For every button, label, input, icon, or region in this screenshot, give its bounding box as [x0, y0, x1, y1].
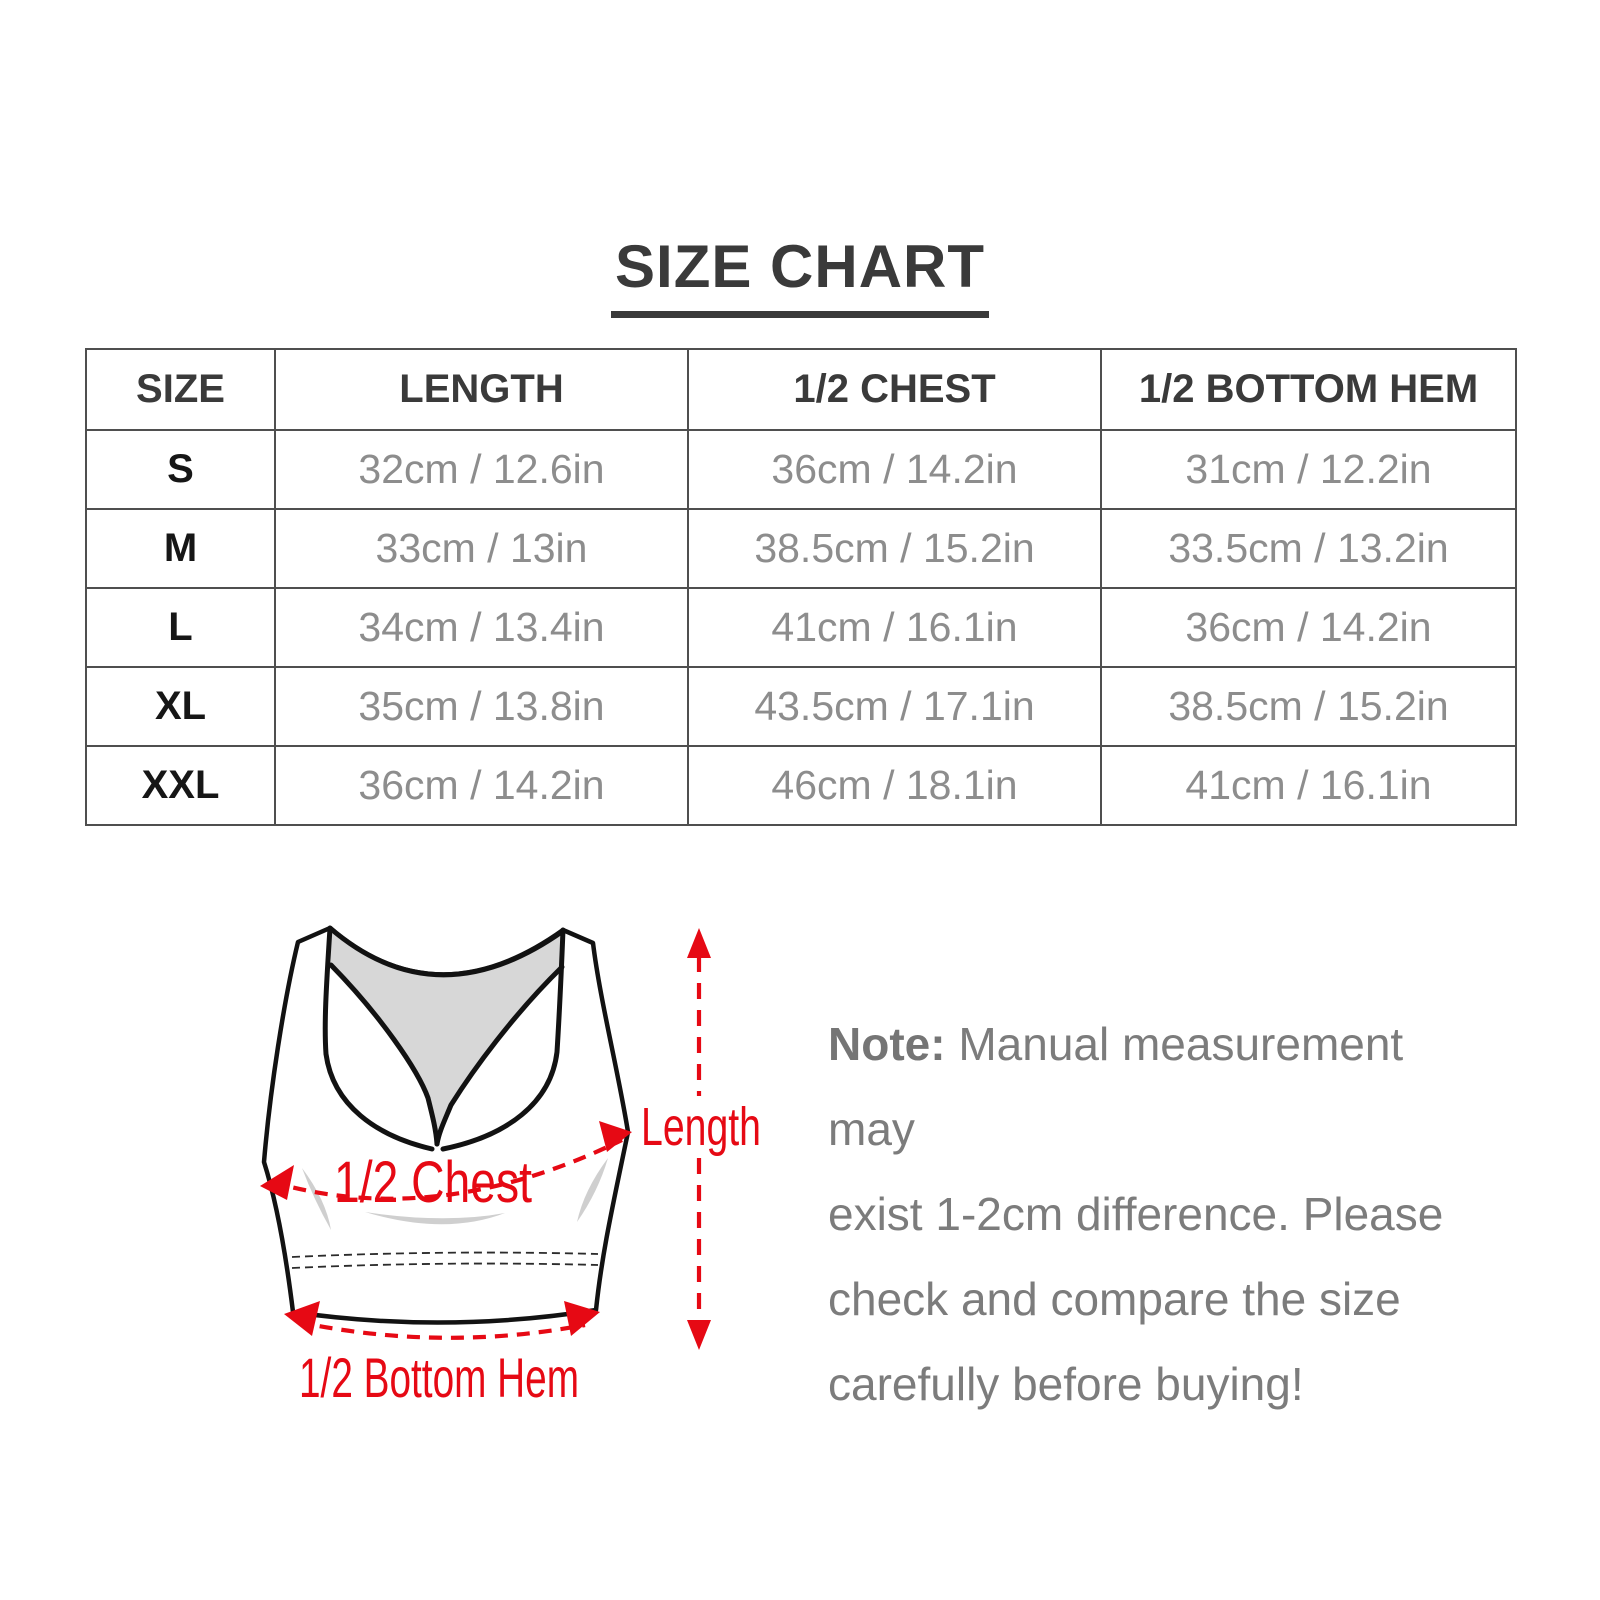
shading-left	[302, 1168, 331, 1230]
note-line: Note: Manual measurement may	[828, 1002, 1468, 1172]
column-header-chest: 1/2 CHEST	[687, 348, 1102, 431]
title-wrap: SIZE CHART	[0, 232, 1600, 318]
shading-center	[365, 1212, 505, 1225]
hem-measure-line	[297, 1319, 586, 1340]
chest-arrow-left-icon	[260, 1165, 294, 1200]
stitch-line-bottom	[291, 1262, 599, 1269]
cell-length: 32cm / 12.6in	[274, 429, 689, 510]
cell-chest: 46cm / 18.1in	[687, 745, 1102, 826]
stitch-line-top	[291, 1251, 599, 1258]
cell-size: S	[85, 429, 276, 510]
cell-hem: 31cm / 12.2in	[1100, 429, 1517, 510]
chest-arrow-right-icon	[599, 1121, 632, 1152]
cell-length: 35cm / 13.8in	[274, 666, 689, 747]
note-line: check and compare the size	[828, 1273, 1401, 1325]
cell-size: L	[85, 587, 276, 668]
cell-chest: 38.5cm / 15.2in	[687, 508, 1102, 589]
cell-hem: 36cm / 14.2in	[1100, 587, 1517, 668]
cell-size: XL	[85, 666, 276, 747]
chest-label: 1/2 Chest	[334, 1150, 532, 1215]
cell-hem: 38.5cm / 15.2in	[1100, 666, 1517, 747]
bottom-hem-label: 1/2 Bottom Hem	[299, 1346, 579, 1409]
cell-chest: 43.5cm / 17.1in	[687, 666, 1102, 747]
sports-bra-measure-diagram: 1/2 Chest Length 1/2 Bottom Hem	[260, 925, 761, 1409]
note-label: Note:	[828, 1018, 946, 1070]
right-armhole-curve	[440, 927, 566, 1152]
racerback-right-edge	[434, 964, 565, 1147]
chest-measure-line	[271, 1138, 623, 1201]
bra-back-panel	[330, 928, 563, 1142]
column-header-hem: 1/2 BOTTOM HEM	[1100, 348, 1517, 431]
neckline-curve	[328, 926, 565, 978]
note-text: Manual measurement may	[828, 1018, 1404, 1155]
shading-right	[577, 1158, 608, 1222]
size-table: SIZE LENGTH 1/2 CHEST 1/2 BOTTOM HEM S 3…	[85, 348, 1517, 826]
cell-length: 33cm / 13in	[274, 508, 689, 589]
racerback-left-edge	[328, 962, 440, 1147]
table-row: M 33cm / 13in 38.5cm / 15.2in 33.5cm / 1…	[85, 508, 1517, 589]
cell-chest: 36cm / 14.2in	[687, 429, 1102, 510]
length-label: Length	[641, 1097, 761, 1157]
table-header-row: SIZE LENGTH 1/2 CHEST 1/2 BOTTOM HEM	[85, 348, 1517, 431]
cell-size: M	[85, 508, 276, 589]
column-header-length: LENGTH	[274, 348, 689, 431]
cell-hem: 41cm / 16.1in	[1100, 745, 1517, 826]
table-row: L 34cm / 13.4in 41cm / 16.1in 36cm / 14.…	[85, 587, 1517, 668]
note-line: exist 1-2cm difference. Please	[828, 1188, 1444, 1240]
size-table-wrap: SIZE LENGTH 1/2 CHEST 1/2 BOTTOM HEM S 3…	[85, 348, 1517, 826]
length-arrow-down-icon	[687, 1320, 711, 1350]
column-header-size: SIZE	[85, 348, 276, 431]
left-armhole-curve	[322, 925, 435, 1152]
note-block: Note: Manual measurement may exist 1-2cm…	[828, 1002, 1468, 1427]
cell-length: 34cm / 13.4in	[274, 587, 689, 668]
table-row: S 32cm / 12.6in 36cm / 14.2in 31cm / 12.…	[85, 429, 1517, 510]
page-title: SIZE CHART	[611, 232, 989, 318]
cell-length: 36cm / 14.2in	[274, 745, 689, 826]
cell-chest: 41cm / 16.1in	[687, 587, 1102, 668]
note-line: carefully before buying!	[828, 1358, 1304, 1410]
table-row: XL 35cm / 13.8in 43.5cm / 17.1in 38.5cm …	[85, 666, 1517, 747]
hem-arrow-right-icon	[564, 1301, 600, 1336]
cell-size: XXL	[85, 745, 276, 826]
table-row: XXL 36cm / 14.2in 46cm / 18.1in 41cm / 1…	[85, 745, 1517, 826]
hem-arrow-left-icon	[284, 1301, 320, 1336]
length-arrow-up-icon	[687, 928, 711, 958]
cell-hem: 33.5cm / 13.2in	[1100, 508, 1517, 589]
